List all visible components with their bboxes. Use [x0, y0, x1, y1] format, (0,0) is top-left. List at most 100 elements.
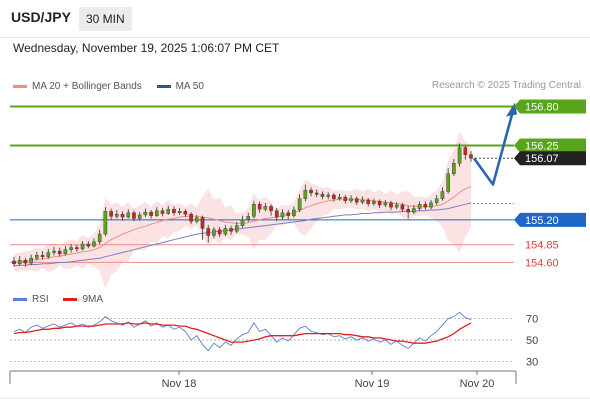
candle-body: [434, 198, 439, 204]
currency-pair-title: USD/JPY: [11, 9, 71, 25]
candle-body: [372, 201, 376, 204]
candle-body: [246, 216, 251, 221]
candle-body: [120, 214, 125, 218]
candle-body: [177, 211, 182, 214]
candle-body: [269, 206, 273, 211]
candle-body: [217, 229, 222, 235]
level-label-156-25: 156.25: [525, 140, 559, 152]
legend-item-ma20: MA 20 + Bollinger Bands: [13, 81, 142, 92]
candle-body: [314, 192, 319, 195]
candle-body: [337, 197, 342, 199]
rsi-tick-70: 70: [526, 314, 538, 326]
candle-body: [309, 189, 313, 194]
level-label-156-07: 156.07: [525, 153, 559, 165]
projection-arrowhead: [506, 102, 517, 117]
candle-body: [297, 198, 302, 211]
level-label-155-20: 155.20: [525, 215, 559, 227]
candle-body: [92, 241, 96, 247]
legend-label-rsi: RSI: [32, 294, 49, 305]
legend-swatch-ma20: [13, 85, 27, 88]
rsi-tick-30: 30: [526, 356, 538, 368]
candle-body: [320, 194, 325, 197]
candle-body: [332, 194, 336, 199]
candle-body: [360, 199, 365, 203]
price-legend: MA 20 + Bollinger Bands MA 50: [13, 80, 216, 94]
rsi-panel: 70 50 30: [10, 311, 538, 368]
candle-body: [452, 162, 456, 175]
candle-body: [109, 211, 113, 217]
x-tick-label: Nov 20: [460, 378, 495, 390]
level-tag-156-80: [514, 99, 586, 114]
candle-body: [29, 257, 33, 264]
header-bar: USD/JPY 30 MIN: [0, 0, 590, 38]
timeframe-button[interactable]: 30 MIN: [79, 7, 132, 31]
candle-body: [240, 219, 245, 226]
candle-body: [463, 147, 468, 155]
level-tag-156-07: [514, 151, 586, 166]
candle-body: [223, 228, 228, 235]
level-label-156-80: 156.80: [525, 102, 559, 114]
candle-body: [252, 204, 256, 217]
candle-body: [69, 247, 73, 250]
research-credit: Research © 2025 Trading Central: [431, 80, 581, 91]
candle-body: [183, 211, 188, 215]
candle-body: [12, 260, 16, 265]
candle-body: [160, 210, 165, 214]
candle-body: [57, 250, 62, 255]
candlesticks: [12, 143, 473, 267]
candle-body: [35, 255, 39, 259]
candle-body: [303, 189, 308, 199]
candle-body: [172, 209, 176, 214]
candle-body: [17, 260, 22, 265]
candle-body: [389, 202, 393, 208]
candle-body: [23, 260, 28, 264]
candle-body: [126, 212, 131, 218]
candle-body: [412, 208, 416, 213]
candle-body: [423, 204, 428, 208]
candle-body: [406, 209, 410, 213]
candle-body: [52, 250, 56, 253]
rsi-series-rsi: [13, 311, 472, 352]
candle-body: [143, 211, 148, 216]
legend-swatch-9ma: [63, 298, 78, 301]
candle-body: [377, 201, 382, 206]
candle-body: [274, 210, 279, 218]
projection-path: [472, 114, 514, 186]
candle-body: [440, 191, 445, 199]
candle-body: [446, 173, 450, 192]
candle-body: [326, 194, 330, 197]
candle-body: [354, 198, 359, 203]
bollinger-band: [14, 131, 471, 289]
candle-body: [234, 225, 239, 232]
legend-swatch-rsi: [13, 298, 27, 301]
level-tag-155-20: [514, 212, 586, 227]
candle-body: [80, 243, 85, 250]
candle-body: [86, 243, 91, 247]
candle-body: [280, 212, 285, 218]
candle-body: [132, 212, 136, 219]
candle-body: [200, 217, 205, 229]
candle-body: [103, 211, 108, 235]
projection-arrow: [472, 102, 517, 186]
candle-body: [349, 198, 353, 201]
candle-body: [97, 233, 102, 243]
candle-body: [394, 204, 399, 208]
bollinger-band-fill: [14, 131, 471, 289]
candle-body: [286, 212, 291, 216]
rsi-tick-50: 50: [526, 335, 538, 347]
x-tick-label: Nov 19: [355, 378, 390, 390]
candle-body: [263, 206, 268, 210]
candle-body: [257, 204, 262, 210]
legend-item-9ma: 9MA: [63, 294, 103, 305]
candle-body: [46, 252, 51, 257]
candle-body: [383, 202, 388, 206]
candle-body: [166, 209, 171, 214]
candle-body: [212, 229, 216, 236]
x-tick-label: Nov 18: [162, 378, 197, 390]
ma50-line: [13, 202, 472, 267]
price-levels: [10, 105, 514, 263]
level-tag-156-25: [514, 138, 586, 153]
candle-body: [189, 214, 193, 222]
